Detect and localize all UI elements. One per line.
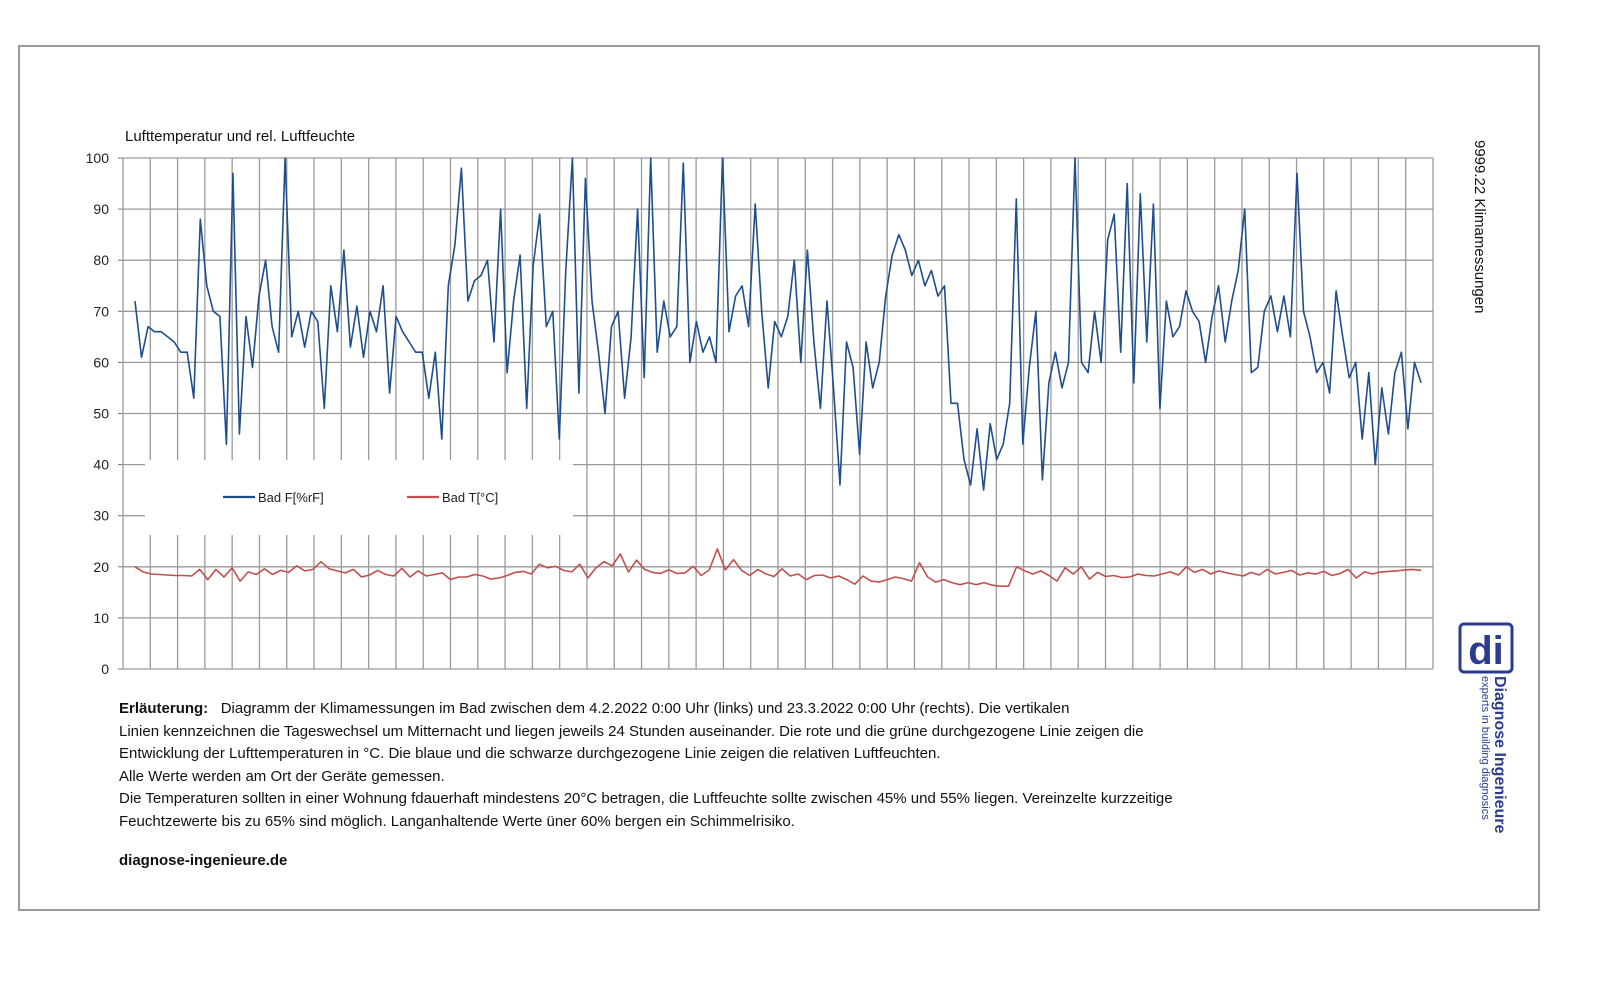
legend: Bad F[%rF] Bad T[°C] [223, 490, 498, 505]
tick-label-y: 30 [93, 508, 109, 524]
tick-label-y: 50 [93, 406, 109, 422]
legend-label: Bad F[%rF] [258, 490, 324, 505]
tick-label-y: 70 [93, 303, 109, 319]
side-title: 9999.22 Klimamessungen [1471, 140, 1488, 314]
tick-label-y: 90 [93, 201, 109, 217]
tick-label-y: 0 [101, 661, 109, 677]
logo-mark-icon: di [1458, 622, 1514, 674]
explanation-line-4: Alle Werte werden am Ort der Geräte geme… [119, 767, 445, 785]
series-line-temperature [134, 548, 1422, 588]
logo-name: Diagnose Ingenieure [1491, 676, 1508, 834]
explanation-line-1: Erläuterung: Diagramm der Klimamessungen… [119, 700, 1070, 717]
explanation-line-5: Die Temperaturen sollten in einer Wohnun… [119, 790, 1173, 807]
series-line-humidity [134, 157, 1422, 491]
tick-label-y: 20 [93, 559, 109, 575]
explanation-label: Erläuterung: [119, 700, 209, 717]
legend-label: Bad T[°C] [442, 490, 498, 505]
tick-label-y: 40 [93, 457, 109, 473]
logo-mark-text: di [1468, 629, 1504, 673]
chart-series [134, 157, 1422, 588]
explanation-text: Erläuterung: Diagramm der Klimamessungen… [119, 698, 1369, 833]
logo-wordmark: Diagnose Ingenieure experts in building … [1479, 676, 1508, 833]
chart-grid [118, 157, 1434, 670]
tick-label-y: 10 [93, 610, 109, 626]
tick-label-y: 60 [93, 354, 109, 370]
explanation-line-3: Entwicklung der Lufttemperaturen in °C. … [119, 745, 941, 762]
page-frame [18, 45, 1540, 911]
tick-label-y: 80 [93, 252, 109, 268]
legend-box [145, 460, 573, 535]
logo-claim: experts in building diagnosics [1479, 676, 1491, 820]
company-logo: di [1458, 622, 1518, 852]
website-link[interactable]: diagnose-ingenieure.de [119, 852, 288, 869]
explanation-line-2: Linien kennzeichnen die Tageswechsel um … [119, 722, 1144, 740]
tick-label-y: 100 [86, 150, 110, 166]
explanation-line-6: Feuchtzewerte bis zu 65% sind möglich. L… [119, 812, 795, 830]
y-axis-ticks: 0 10 20 30 40 50 60 70 80 90 100 [86, 150, 110, 677]
chart-title: Lufttemperatur und rel. Luftfeuchte [125, 128, 356, 145]
